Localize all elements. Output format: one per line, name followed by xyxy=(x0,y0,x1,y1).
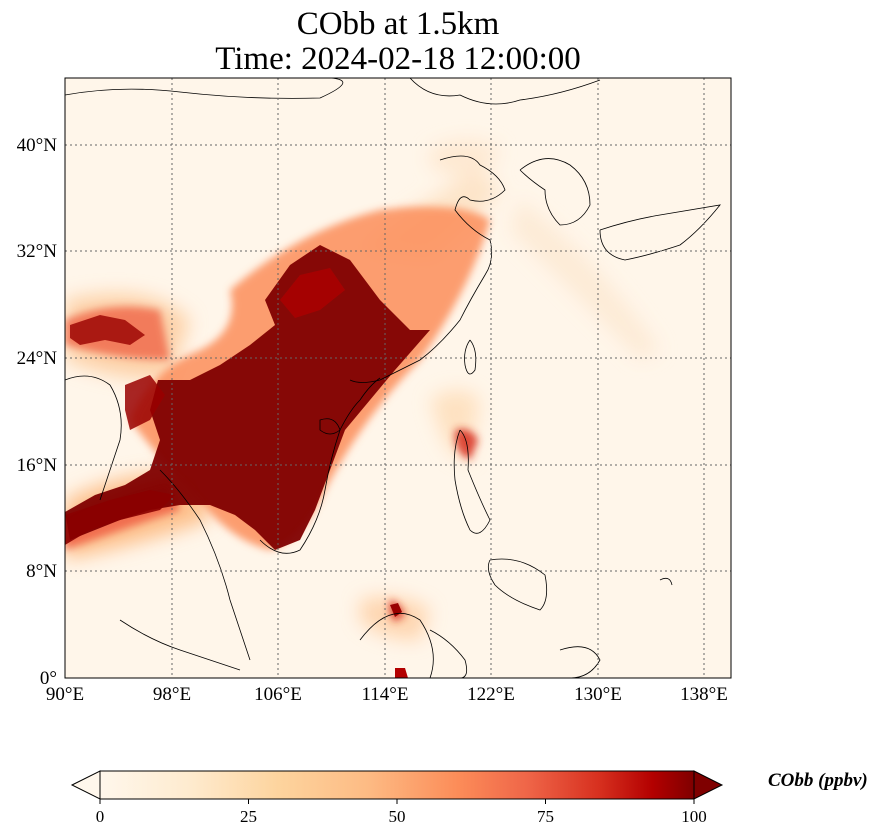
lat-axis: 0° 8°N 16°N 24°N 32°N 40°N xyxy=(17,135,58,689)
lon-axis: 90°E 98°E 106°E 114°E 122°E 130°E 138°E xyxy=(46,684,728,705)
lat-tick-label: 8°N xyxy=(26,561,57,582)
lon-tick-label: 138°E xyxy=(680,684,728,705)
lat-tick-label: 16°N xyxy=(17,455,58,476)
colorbar-tick-label: 0 xyxy=(96,807,105,826)
colorbar-extend-low xyxy=(70,770,101,800)
map-title-line2: Time: 2024-02-18 12:00:00 xyxy=(215,41,581,77)
gridlines xyxy=(65,78,731,678)
colorbar-tick-label: 25 xyxy=(240,807,257,826)
colorbar-tick-label: 50 xyxy=(389,807,406,826)
colorbar-tick-label: 100 xyxy=(681,807,707,826)
lon-tick-label: 90°E xyxy=(46,684,84,705)
lon-tick-label: 106°E xyxy=(254,684,302,705)
lat-tick-label: 32°N xyxy=(17,241,58,262)
colorbar-gradient xyxy=(99,770,695,800)
lon-tick-label: 130°E xyxy=(574,684,622,705)
lon-tick-label: 122°E xyxy=(467,684,515,705)
colorbar-extend-high xyxy=(693,770,724,800)
colorbar: 0 25 50 75 100 xyxy=(70,770,724,826)
lon-tick-label: 114°E xyxy=(362,684,409,705)
map-title-line1: CObb at 1.5km xyxy=(296,6,500,42)
lon-tick-label: 98°E xyxy=(153,684,191,705)
lat-tick-label: 24°N xyxy=(17,348,58,369)
map-panel xyxy=(65,78,731,678)
map-frame xyxy=(64,77,732,679)
lat-tick-label: 0° xyxy=(40,668,57,689)
colorbar-label: CObb (ppbv) xyxy=(768,770,868,791)
lat-tick-label: 40°N xyxy=(17,135,58,156)
colorbar-tick-label: 75 xyxy=(537,807,554,826)
coastlines xyxy=(65,78,721,678)
